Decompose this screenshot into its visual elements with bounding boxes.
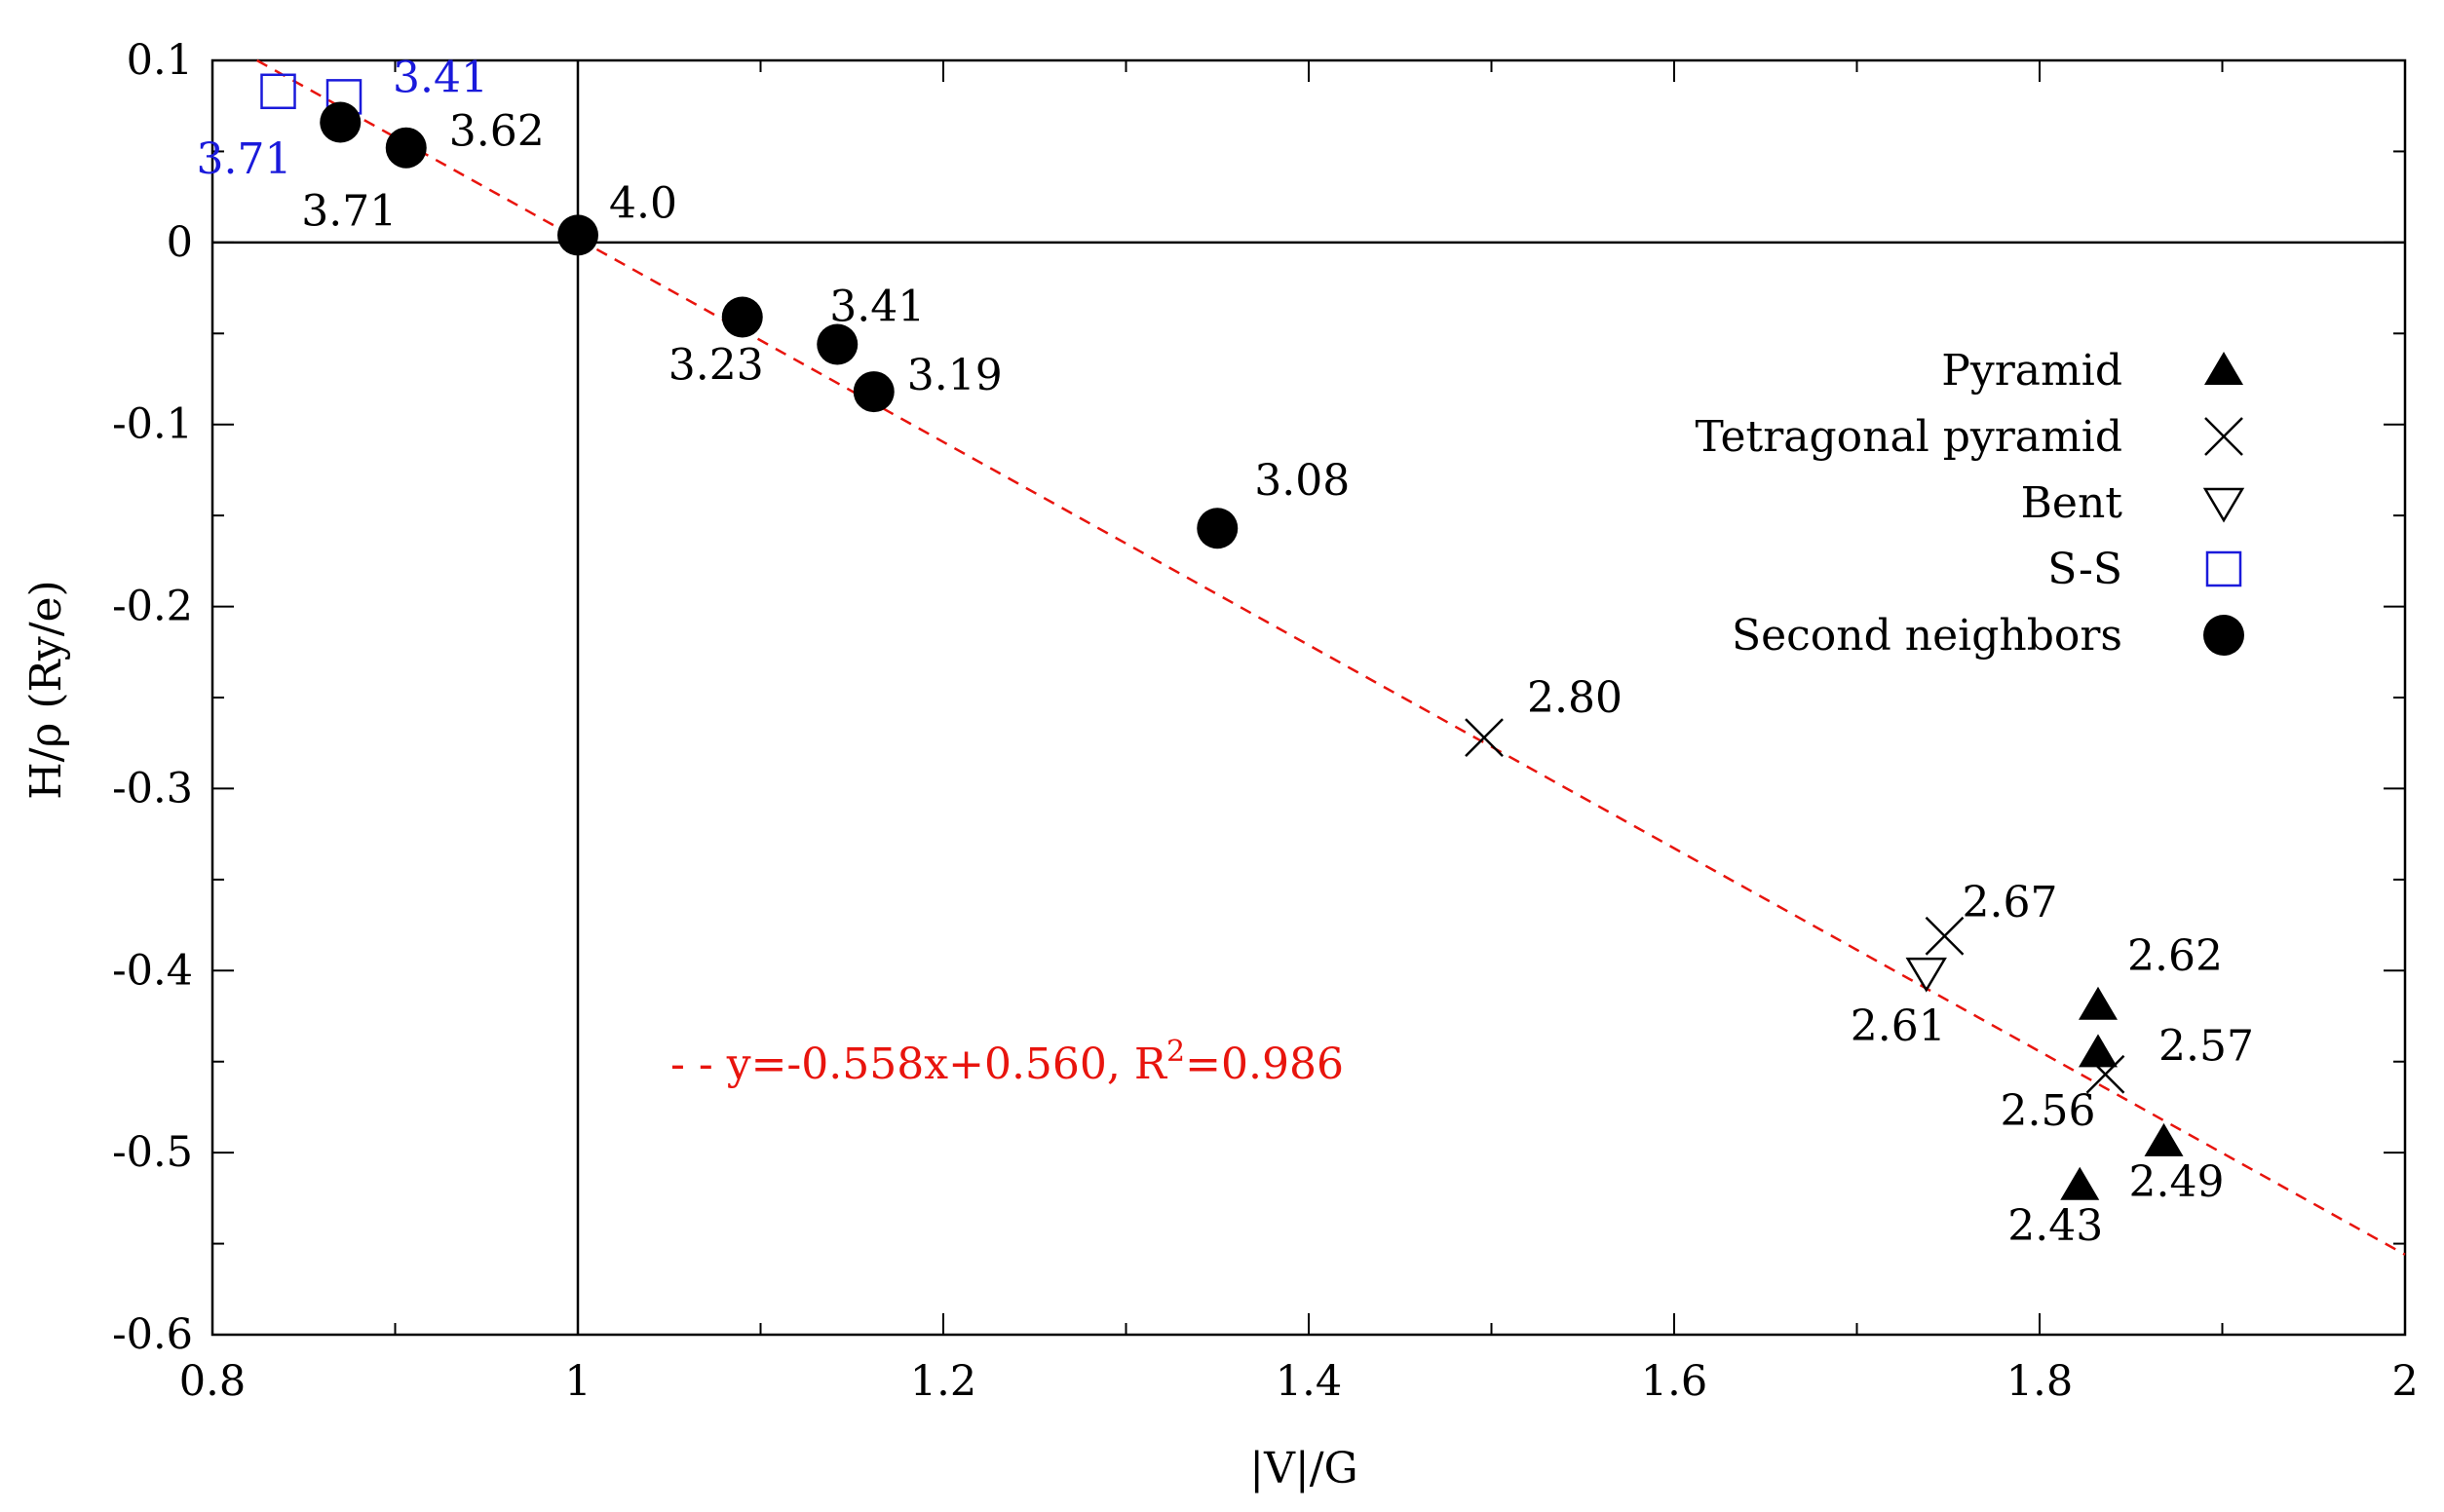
fit-layer [256, 58, 2406, 1256]
fit-equation-suffix: =0.986 [1185, 1040, 1344, 1089]
pyramid-point [2079, 986, 2118, 1020]
legend-label-bent: Bent [2021, 478, 2123, 528]
second-neighbors-point-label: 3.62 [449, 107, 545, 157]
pyramid-point [2060, 1166, 2100, 1200]
fit-equation-label: - - y=-0.558x+0.560, R2=0.986 [670, 1035, 1344, 1089]
y-tick-label: -0.1 [112, 400, 193, 449]
y-tick-label: -0.3 [112, 764, 193, 813]
s-s-point-label: 3.41 [393, 53, 488, 102]
fit-line [256, 58, 2406, 1256]
second-neighbors-point [721, 296, 763, 338]
pyramid-point-label: 2.43 [2007, 1201, 2103, 1251]
legend-label-s-s: S-S [2047, 545, 2122, 594]
second-neighbors-point-label: 4.0 [609, 178, 677, 228]
second-neighbors-point [320, 101, 362, 143]
tetragonal-pyramid-point-label: 2.56 [2001, 1086, 2096, 1136]
x-tick-label: 0.8 [179, 1357, 246, 1406]
legend-marker-s-s [2205, 550, 2242, 587]
legend-marker-bent [2202, 487, 2245, 523]
second-neighbors-point-label: 3.71 [301, 187, 397, 237]
second-neighbors-point [853, 371, 895, 413]
tetragonal-pyramid-point [2085, 1054, 2125, 1094]
x-tick-label: 1.8 [2006, 1357, 2073, 1406]
legend-marker-tetragonal-pyramid [2204, 417, 2243, 456]
tetragonal-pyramid-point [1925, 916, 1965, 956]
legend-label-tetragonal-pyramid: Tetragonal pyramid [1696, 412, 2122, 462]
tetragonal-pyramid-point-stroke-b [1925, 916, 1965, 956]
labels-layer: 2.62 2.57 2.49 2.43 2.80 2.67 2.56 2.61 3.71 3.41… [197, 53, 2254, 1250]
second-neighbors-point-label: 3.19 [907, 351, 1003, 400]
tetragonal-pyramid-point-label: 2.67 [1963, 878, 2058, 927]
tetragonal-pyramid-point-stroke-b [1465, 718, 1504, 757]
y-axis-title: H/ρ (Ry/e) [21, 580, 71, 799]
legend-marker-second-neighbors [2203, 615, 2244, 656]
plot-frame [210, 58, 2407, 1337]
x-tick-label: 1.4 [1276, 1357, 1342, 1406]
points-layer [260, 73, 2184, 1200]
legend-label-pyramid: Pyramid [1941, 346, 2122, 396]
second-neighbors-point [385, 127, 427, 169]
y-tick-label: 0 [167, 218, 193, 267]
y-tick-label: -0.2 [112, 583, 193, 631]
pyramid-point-label: 2.62 [2127, 931, 2223, 981]
bent-point-label: 2.61 [1851, 1002, 1946, 1051]
x-tick-label: 2 [2391, 1357, 2418, 1406]
y-tick-label: -0.6 [112, 1310, 193, 1359]
tetragonal-pyramid-point-stroke-b [2085, 1054, 2125, 1094]
y-tick-label: -0.4 [112, 946, 193, 995]
second-neighbors-point-label: 3.41 [829, 282, 925, 331]
pyramid-point-label: 2.57 [2158, 1021, 2254, 1071]
second-neighbors-point-label: 3.08 [1254, 456, 1350, 506]
x-tick-label: 1.2 [910, 1357, 976, 1406]
tetragonal-pyramid-point-label: 2.80 [1527, 673, 1623, 723]
s-s-point [260, 73, 296, 110]
pyramid-point [2079, 1034, 2118, 1068]
pyramid-point-label: 2.49 [2129, 1157, 2225, 1207]
pyramid-point [2144, 1122, 2184, 1156]
s-s-point-label: 3.71 [197, 134, 292, 184]
second-neighbors-point [557, 214, 598, 256]
legend: Pyramid Tetragonal pyramid Bent S-S Second n… [1696, 346, 2245, 661]
y-tick-label: 0.1 [127, 36, 193, 85]
second-neighbors-point-label: 3.23 [668, 340, 764, 390]
second-neighbors-point [1197, 508, 1239, 549]
y-tick-label: -0.5 [112, 1128, 193, 1177]
fit-equation-sup: 2 [1166, 1035, 1185, 1069]
x-axis-title: |V|/G [1249, 1444, 1357, 1493]
fit-equation-prefix: - - y=-0.558x+0.560, R [670, 1040, 1168, 1089]
legend-marker-pyramid [2204, 352, 2243, 385]
second-neighbors-point [817, 323, 859, 365]
bent-point [1905, 957, 1947, 993]
legend-marker-tetragonal-pyramid-stroke-b [2204, 417, 2243, 456]
axes-layer: 0.8 1 1.2 1.4 1.6 1.8 2 0.1 0 -0.1 -0.2 -0.3 -0.4 -0.… [112, 36, 2419, 1406]
legend-label-second-neighbors: Second neighbors [1732, 611, 2122, 661]
tetragonal-pyramid-point [1465, 718, 1504, 757]
x-tick-label: 1 [564, 1357, 591, 1406]
x-tick-label: 1.6 [1641, 1357, 1707, 1406]
